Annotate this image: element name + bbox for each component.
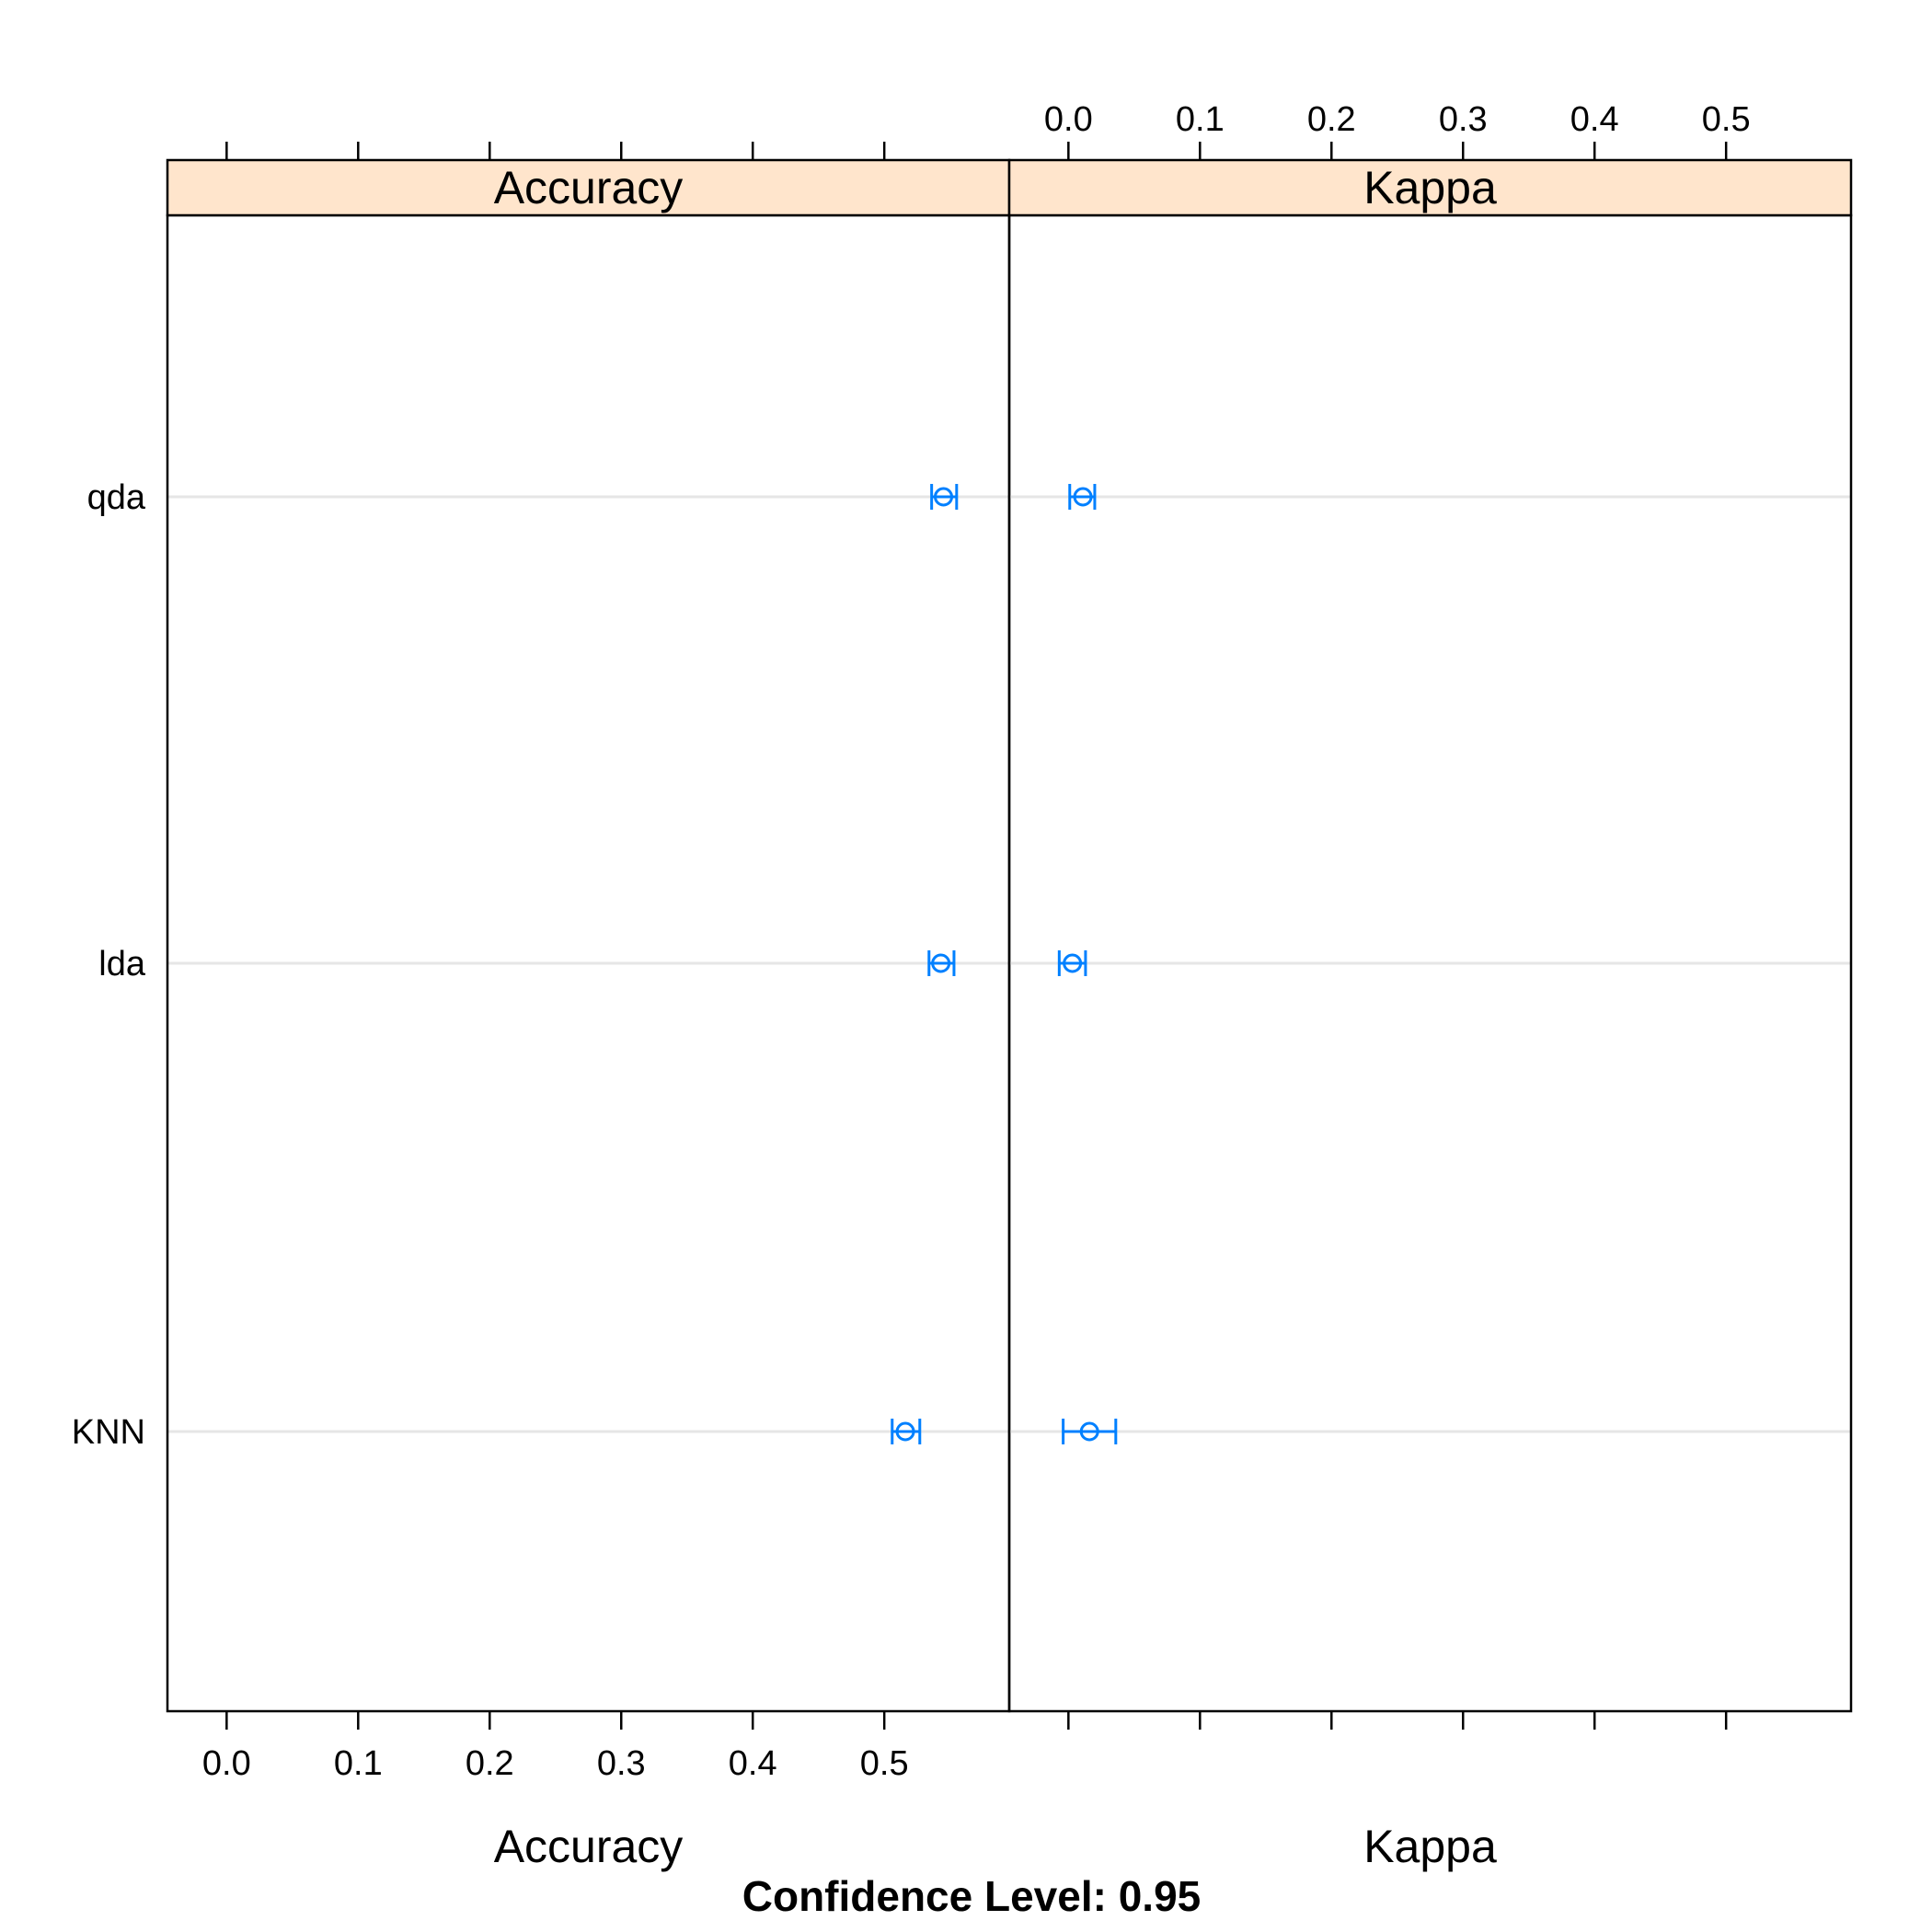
kappa-tick-label: 0.3 [1439, 100, 1488, 139]
accuracy-strip-label: Accuracy [494, 162, 684, 213]
kappa-strip-label: Kappa [1363, 162, 1497, 213]
kappa-axis-title: Kappa [1363, 1821, 1497, 1872]
estimate-point [1073, 487, 1093, 507]
estimate-point [895, 1421, 915, 1442]
category-label-knn: KNN [72, 1413, 145, 1452]
kappa-tick-label: 0.4 [1570, 100, 1619, 139]
estimate-point [934, 487, 954, 507]
estimate-point [1063, 953, 1083, 973]
category-label-qda: qda [87, 478, 146, 517]
category-label-lda: lda [98, 945, 146, 983]
accuracy-tick-label: 0.5 [860, 1744, 909, 1783]
accuracy-tick-label: 0.3 [597, 1744, 646, 1783]
chart-title: Confidence Level: 0.95 [742, 1872, 1202, 1920]
kappa-mark-lda [1057, 950, 1087, 976]
estimate-point [931, 953, 951, 973]
accuracy-tick-label: 0.0 [202, 1744, 251, 1783]
kappa-tick-label: 0.0 [1044, 100, 1093, 139]
kappa-mark-knn [1062, 1419, 1118, 1444]
category-labels: KNN lda qda [72, 478, 146, 1452]
accuracy-axis-title: Accuracy [494, 1821, 684, 1872]
accuracy-mark-lda [927, 950, 956, 976]
accuracy-tick-label: 0.4 [729, 1744, 777, 1783]
estimate-point [1079, 1421, 1099, 1442]
accuracy-tick-label: 0.2 [466, 1744, 514, 1783]
kappa-mark-qda [1068, 484, 1097, 510]
kappa-tick-label: 0.2 [1307, 100, 1356, 139]
accuracy-mark-qda [930, 484, 959, 510]
accuracy-mark-knn [891, 1419, 922, 1444]
panel-accuracy: Accuracy 0.0 0.1 0.2 0.3 0.4 0.5 Accuracy [166, 142, 1011, 1872]
kappa-strip [1007, 158, 1853, 217]
panel-kappa: Kappa 0.0 0.1 0.2 0.3 0.4 0.5 Kappa [1007, 100, 1853, 1872]
kappa-tick-label: 0.1 [1176, 100, 1225, 139]
accuracy-tick-label: 0.1 [334, 1744, 383, 1783]
kappa-tick-label: 0.5 [1702, 100, 1751, 139]
accuracy-strip [166, 158, 1011, 217]
